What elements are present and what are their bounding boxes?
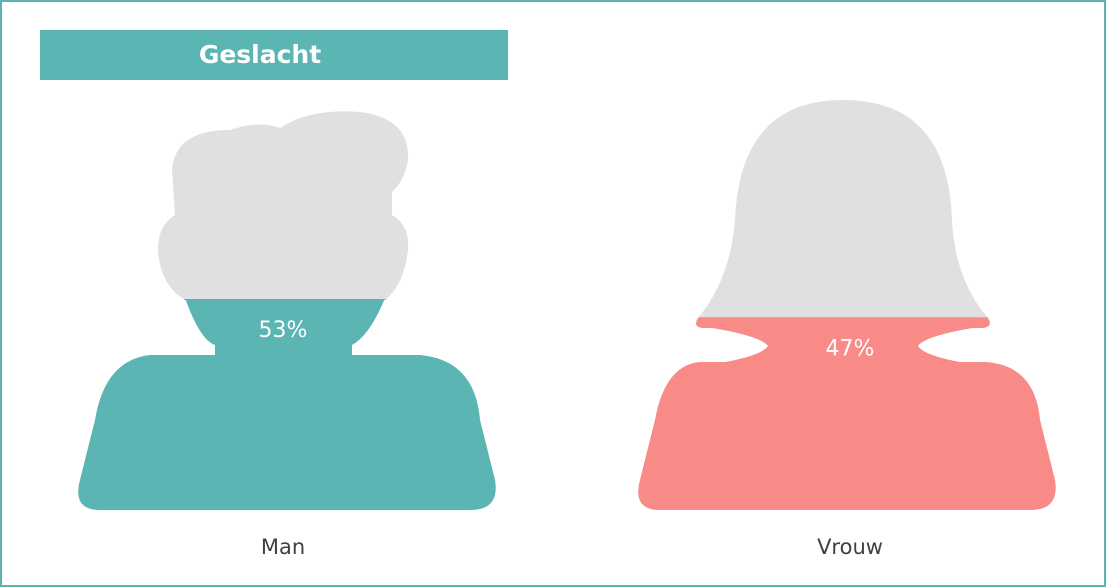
value-label: 47% — [826, 336, 875, 361]
category-label: Vrouw — [817, 535, 883, 559]
title-bar — [40, 30, 508, 80]
chart-title: Geslacht — [199, 40, 321, 69]
value-label: 53% — [259, 318, 308, 343]
category-label: Man — [261, 535, 305, 559]
